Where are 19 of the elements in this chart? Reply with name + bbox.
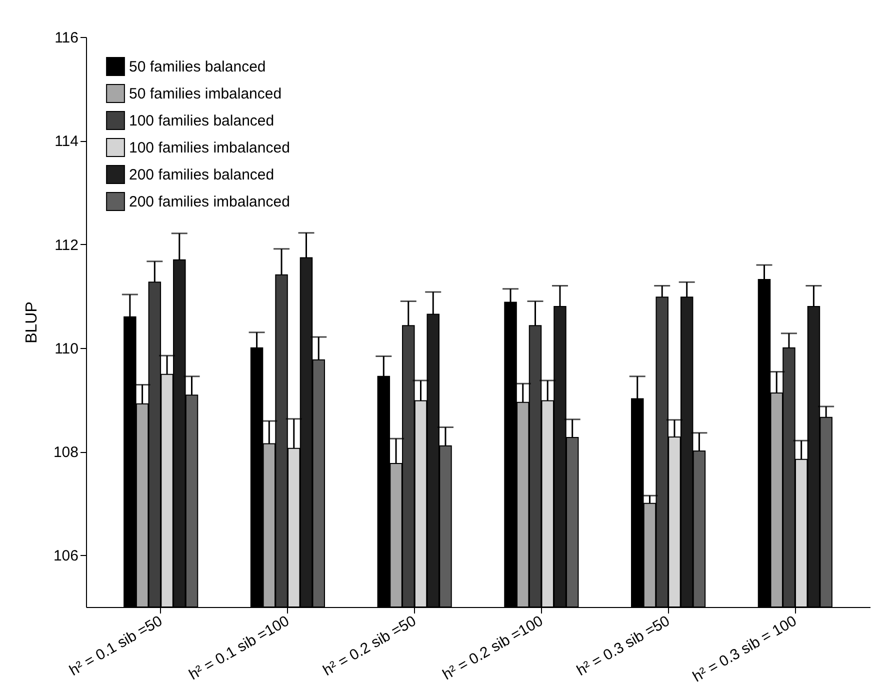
y-tick-label: 108 xyxy=(53,444,78,462)
legend-label: 50 families balanced xyxy=(129,58,266,76)
y-tick-label: 114 xyxy=(54,133,78,150)
legend-label: 50 families imbalanced xyxy=(129,86,282,102)
x-tick-label: h² = 0.3 sib = 100 xyxy=(690,612,800,686)
y-tick-label: 110 xyxy=(54,340,78,358)
x-tick-label: h² = 0.3 sib =50 xyxy=(574,612,673,680)
x-tick-label: h² = 0.2 sib =50 xyxy=(320,612,420,680)
legend-label: 200 families imbalanced xyxy=(129,194,290,210)
legend-label: 100 families imbalanced xyxy=(129,140,290,156)
y-tick-label: 116 xyxy=(54,30,78,46)
y-tick-label: 106 xyxy=(53,548,78,565)
x-tick-label: h² = 0.1 sib =100 xyxy=(186,612,292,684)
legend-label: 100 families balanced xyxy=(129,112,274,130)
x-tick-label: h² = 0.1 sib =50 xyxy=(66,612,166,680)
legend-label: 200 families balanced xyxy=(129,166,274,184)
x-tick-label: h² = 0.2 sib =100 xyxy=(440,612,546,684)
y-tick-label: 112 xyxy=(54,236,78,254)
y-axis-title: BLUP xyxy=(23,302,40,344)
